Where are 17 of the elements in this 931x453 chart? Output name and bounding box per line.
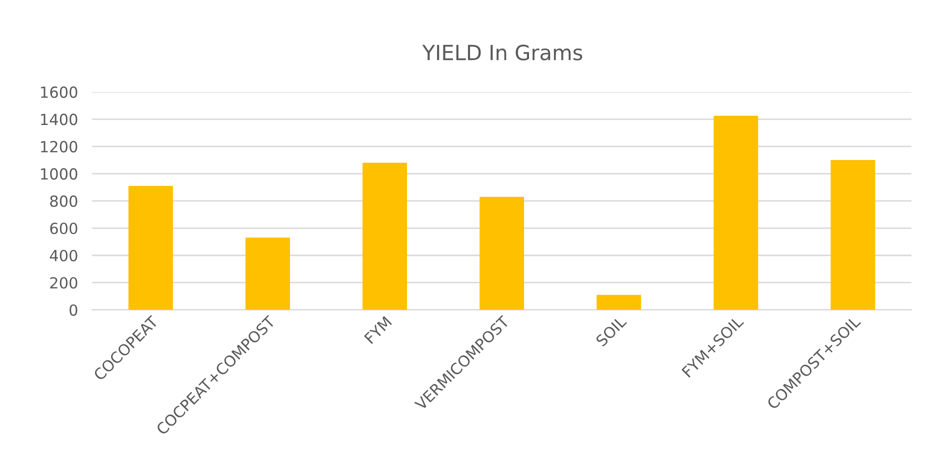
y-tick-label: 400 <box>50 250 78 262</box>
bar <box>830 160 876 310</box>
y-tick-label: 600 <box>50 222 78 234</box>
bar <box>128 186 173 310</box>
bar <box>714 116 758 310</box>
bar <box>596 294 642 310</box>
bar <box>245 238 290 310</box>
chart-title: YIELD In Grams <box>422 44 582 60</box>
y-tick-label: 0 <box>70 304 78 316</box>
y-tick-label: 1200 <box>41 140 78 152</box>
y-tick-label: 800 <box>50 195 78 207</box>
y-tick-label: 1600 <box>41 86 78 98</box>
y-tick-label: 200 <box>50 277 78 289</box>
y-tick-label: 1000 <box>41 168 78 180</box>
bar <box>362 162 408 310</box>
y-tick-label: 1400 <box>41 114 78 126</box>
bar <box>480 196 524 310</box>
